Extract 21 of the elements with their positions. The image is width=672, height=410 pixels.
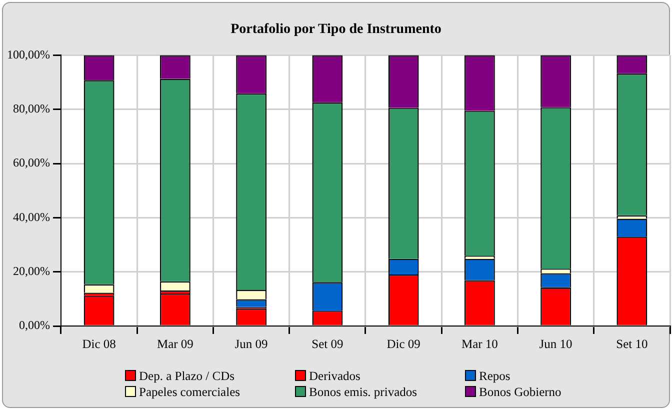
y-tick-label: 20,00% xyxy=(12,264,50,278)
y-tick-label: 40,00% xyxy=(12,210,50,224)
x-tick-label: Jun 10 xyxy=(539,336,572,351)
y-tick-label: 80,00% xyxy=(12,102,50,116)
y-tick-label: 100,00% xyxy=(6,47,50,62)
legend-label: Derivados xyxy=(308,369,362,384)
y-tick-label: 0,00% xyxy=(18,318,50,332)
x-tick-label: Mar 09 xyxy=(156,336,194,351)
x-tick-label: Set 10 xyxy=(616,336,648,351)
x-tick-label: Set 09 xyxy=(312,336,344,351)
legend-label: Bonos Gobierno xyxy=(478,385,562,400)
x-tick-label: Jun 09 xyxy=(234,336,268,351)
legend-label: Papeles comerciales xyxy=(138,385,241,400)
legend-label: Dep. a Plazo / CDs xyxy=(138,369,236,384)
x-tick-label: Mar 10 xyxy=(461,336,498,351)
legend-label: Repos xyxy=(478,369,512,384)
legend-label: Bonos emis. privados xyxy=(308,385,418,400)
y-tick-label: 60,00% xyxy=(12,156,50,170)
x-tick-label: Dic 09 xyxy=(386,336,420,351)
chart-title: Portafolio por Tipo de Instrumento xyxy=(230,22,442,38)
x-tick-label: Dic 08 xyxy=(82,336,116,351)
